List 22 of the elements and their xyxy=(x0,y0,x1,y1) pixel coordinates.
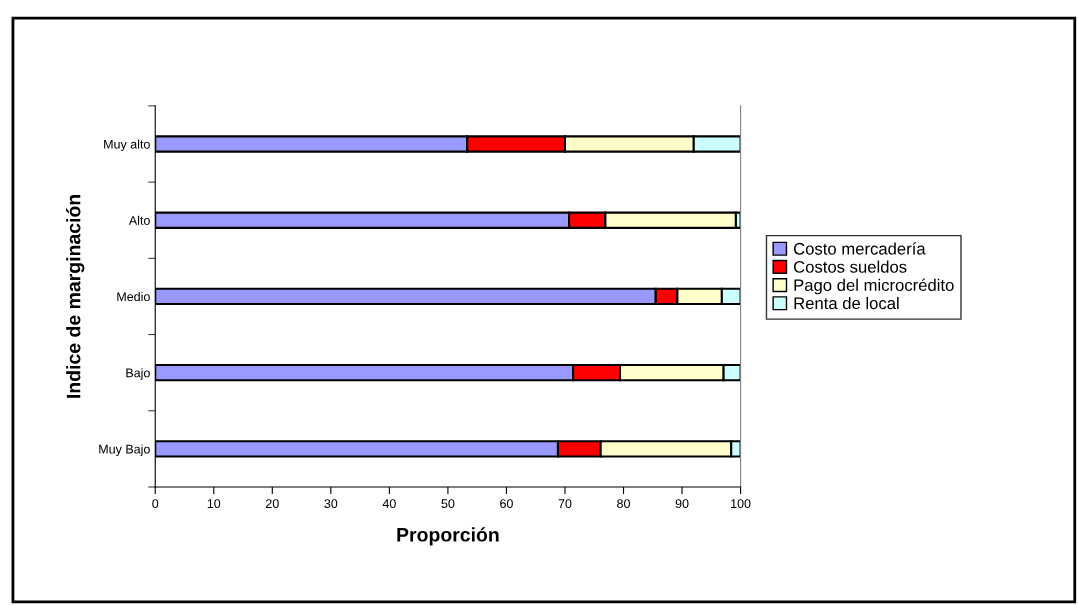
legend-label: Costo mercadería xyxy=(793,242,926,255)
legend-label: Costos sueldos xyxy=(793,260,907,273)
x-tick-label: 0 xyxy=(152,499,159,509)
x-tick-label: 90 xyxy=(675,499,689,509)
x-tick-label: 60 xyxy=(500,499,513,509)
y-tick-label: Medio xyxy=(117,291,150,302)
x-tick-label: 80 xyxy=(617,499,630,509)
y-tick-label: Bajo xyxy=(126,368,150,380)
x-tick-label: 20 xyxy=(265,499,279,509)
x-tick-label: 50 xyxy=(441,499,455,509)
y-tick-label: Muy alto xyxy=(104,139,150,152)
x-tick-label: 40 xyxy=(382,499,396,509)
x-axis-title: Proporción xyxy=(397,527,499,546)
x-tick-label: 100 xyxy=(731,499,751,509)
y-tick-label: Muy Bajo xyxy=(99,444,150,457)
legend-label: Pago del microcrédito xyxy=(794,278,954,295)
y-axis-title: Indice de marginación xyxy=(66,195,85,398)
x-tick-label: 30 xyxy=(324,499,338,509)
x-tick-label: 70 xyxy=(558,499,572,509)
x-tick-label: 10 xyxy=(207,499,221,509)
y-tick-label: Alto xyxy=(128,215,150,225)
legend-label: Renta de local xyxy=(794,296,899,310)
